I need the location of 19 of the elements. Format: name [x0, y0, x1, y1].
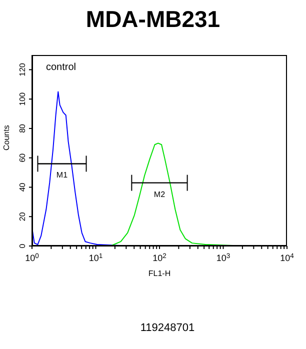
x-tick-label: 10$^{0}$ [25, 252, 40, 263]
y-tick-label: 40 [18, 182, 27, 192]
x-axis-title: FL1-H [148, 269, 171, 278]
y-tick-label: 120 [18, 62, 27, 76]
y-axis-title: Counts [2, 125, 11, 150]
series-label: M2 [154, 190, 166, 199]
series-label: M1 [56, 170, 68, 180]
text: 119248701 [139, 322, 196, 334]
y-tick-label: 0 [18, 243, 27, 248]
y-tick-label: 20 [18, 212, 27, 222]
annotation: control [46, 62, 76, 73]
y-tick-label: 100 [18, 92, 27, 106]
x-tick-label: 10$^{4}$ [280, 252, 294, 263]
x-tick-label: 10$^{2}$ [152, 252, 167, 263]
chart-title: MDA-MB231 [84, 5, 222, 34]
x-tick-label: 10$^{3}$ [216, 252, 230, 263]
x-tick-label: 10$^{1}$ [88, 252, 103, 263]
y-tick-label: 60 [18, 152, 27, 162]
y-tick-label: 80 [18, 123, 27, 133]
